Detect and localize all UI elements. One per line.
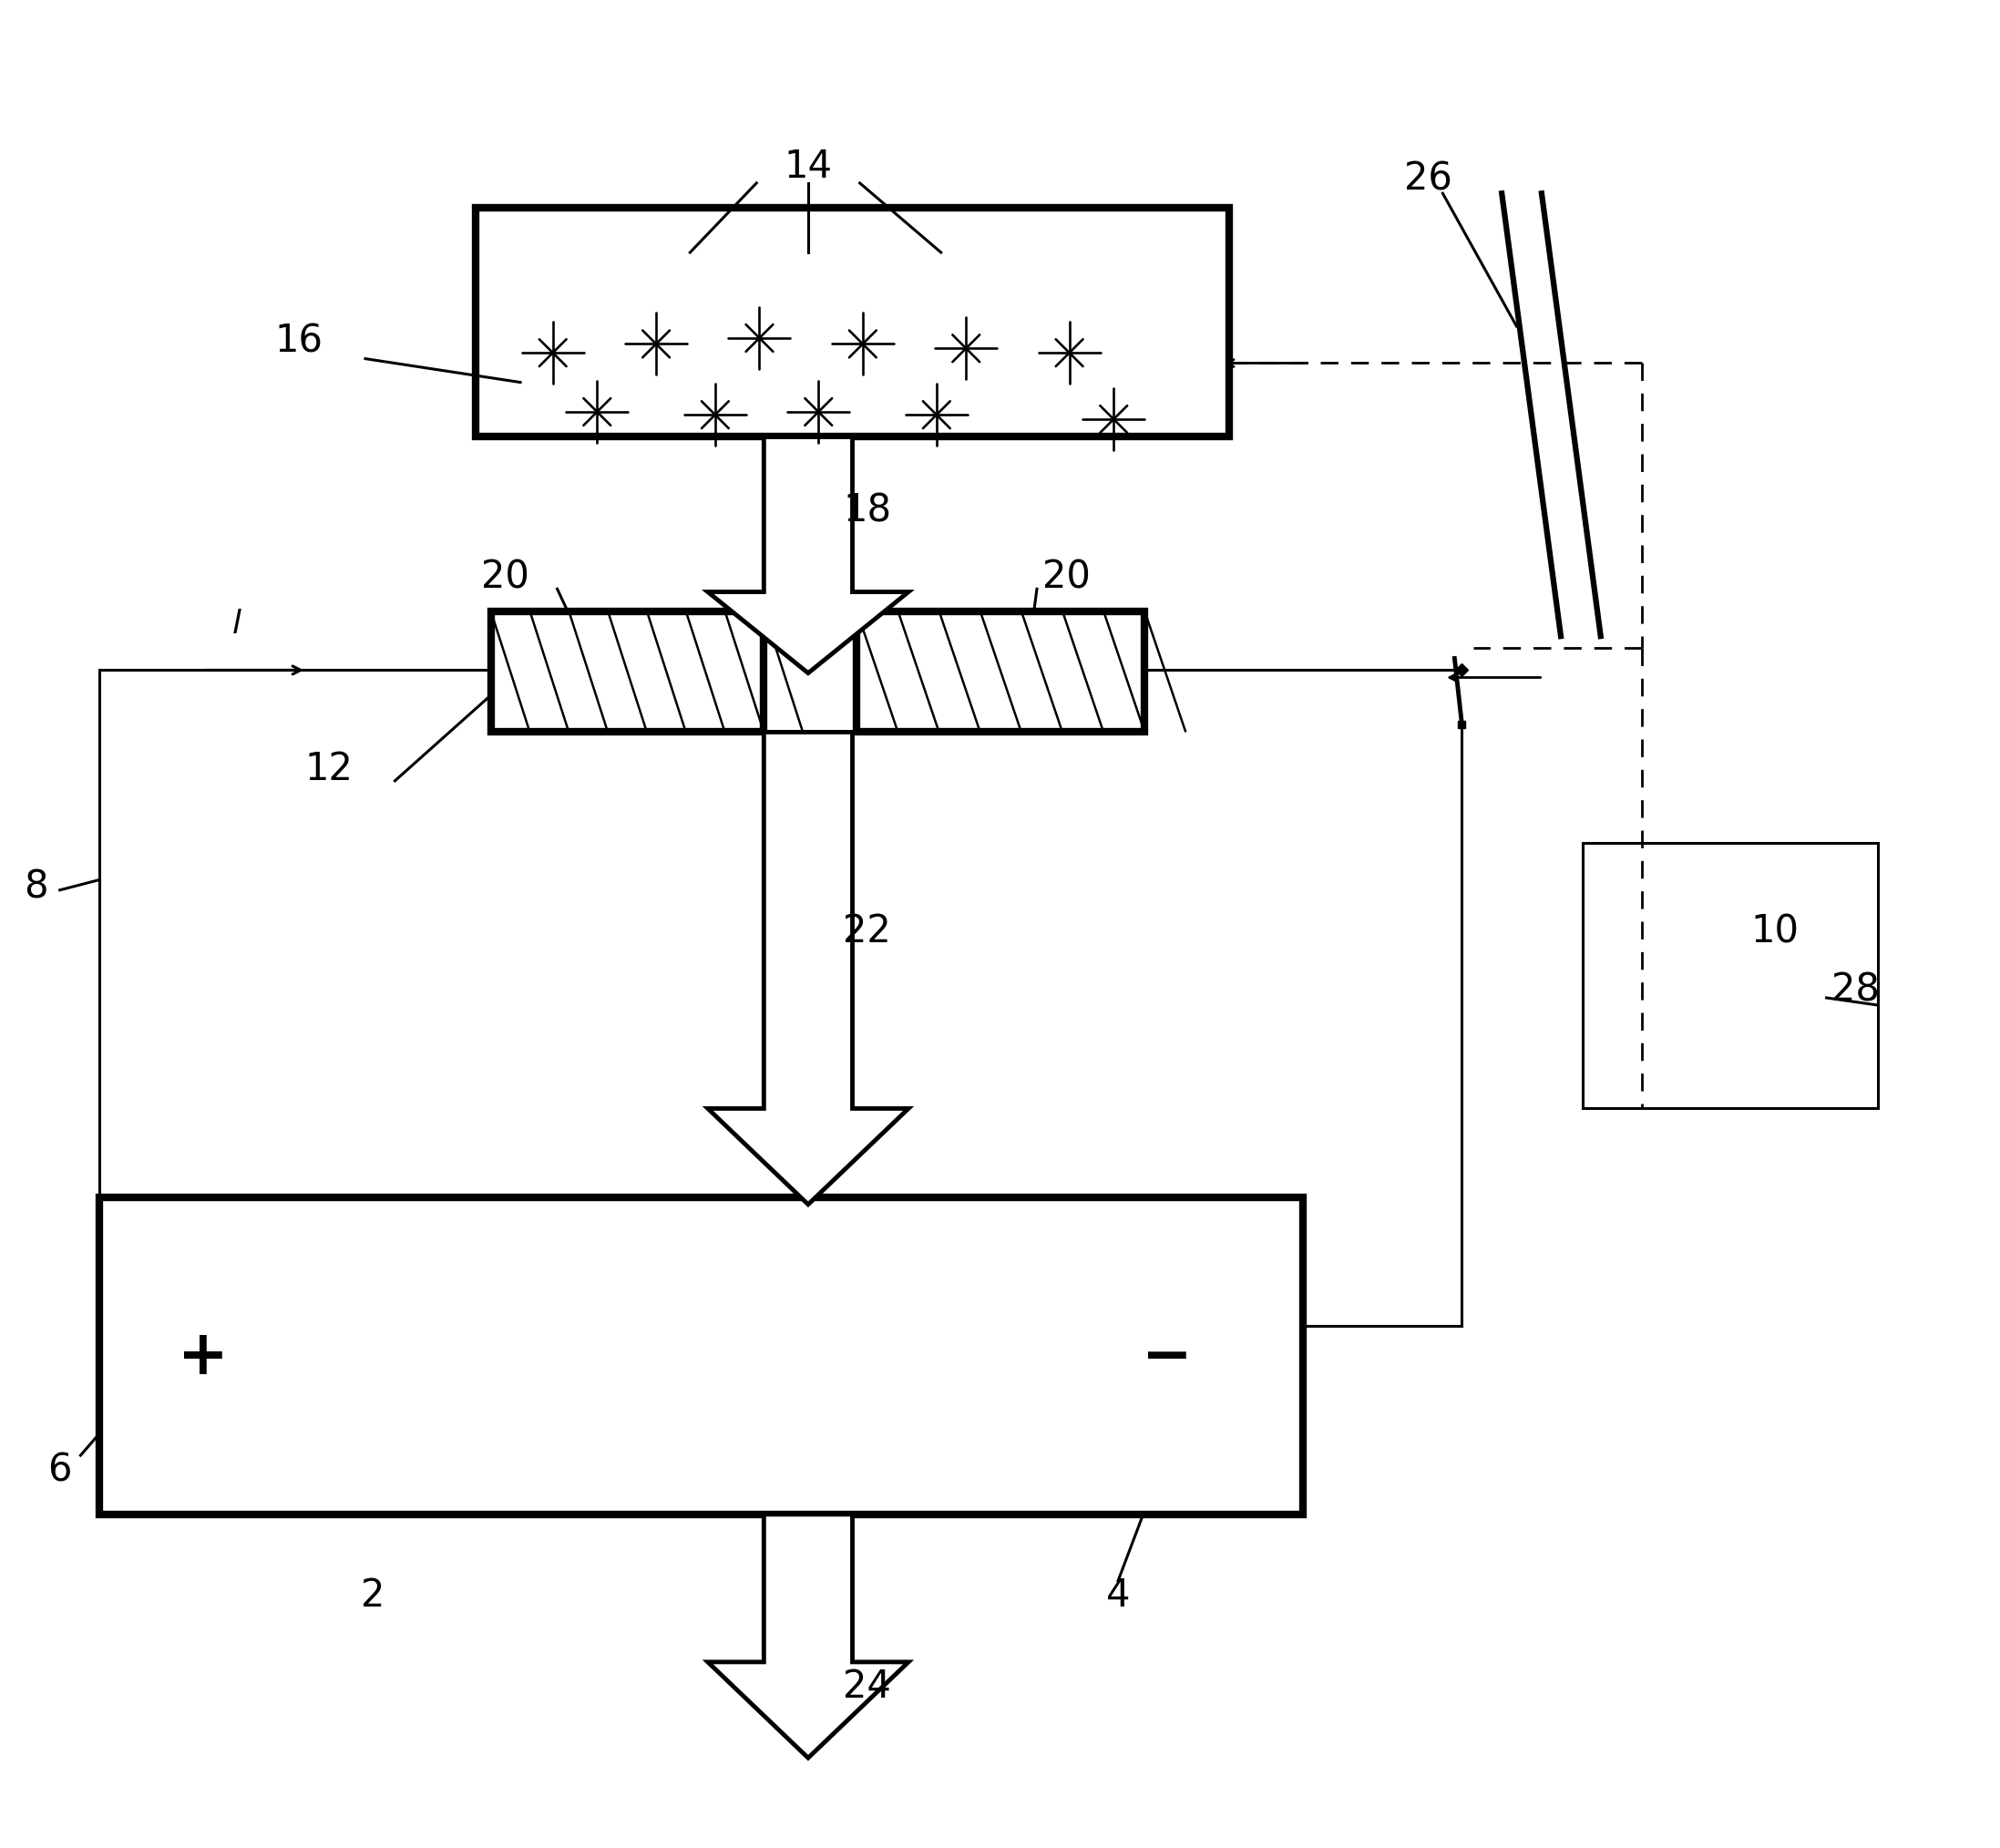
Bar [100,1198,1302,1514]
Text: 16: 16 [274,322,324,360]
Text: 24: 24 [844,1669,892,1706]
Text: −: − [1142,1327,1192,1386]
Polygon shape [708,436,908,673]
Text: 6: 6 [48,1451,72,1489]
Text: 4: 4 [1106,1576,1130,1615]
Bar [1582,843,1878,1109]
Text: +: + [178,1327,228,1386]
Text: 8: 8 [24,869,48,906]
Bar [856,612,1144,732]
Text: 22: 22 [844,913,892,950]
Bar [476,209,1228,436]
Text: 18: 18 [842,492,892,530]
Text: 26: 26 [1404,159,1452,198]
Text: 10: 10 [1750,913,1798,950]
Text: 20: 20 [1042,558,1090,597]
Text: 28: 28 [1832,972,1880,1009]
Text: 2: 2 [360,1576,384,1615]
Text: 20: 20 [482,558,530,597]
Polygon shape [708,1514,908,1757]
Bar [490,612,764,732]
Text: l: l [232,608,242,639]
Text: 14: 14 [784,148,832,187]
Text: 12: 12 [304,750,352,787]
Polygon shape [708,732,908,1205]
